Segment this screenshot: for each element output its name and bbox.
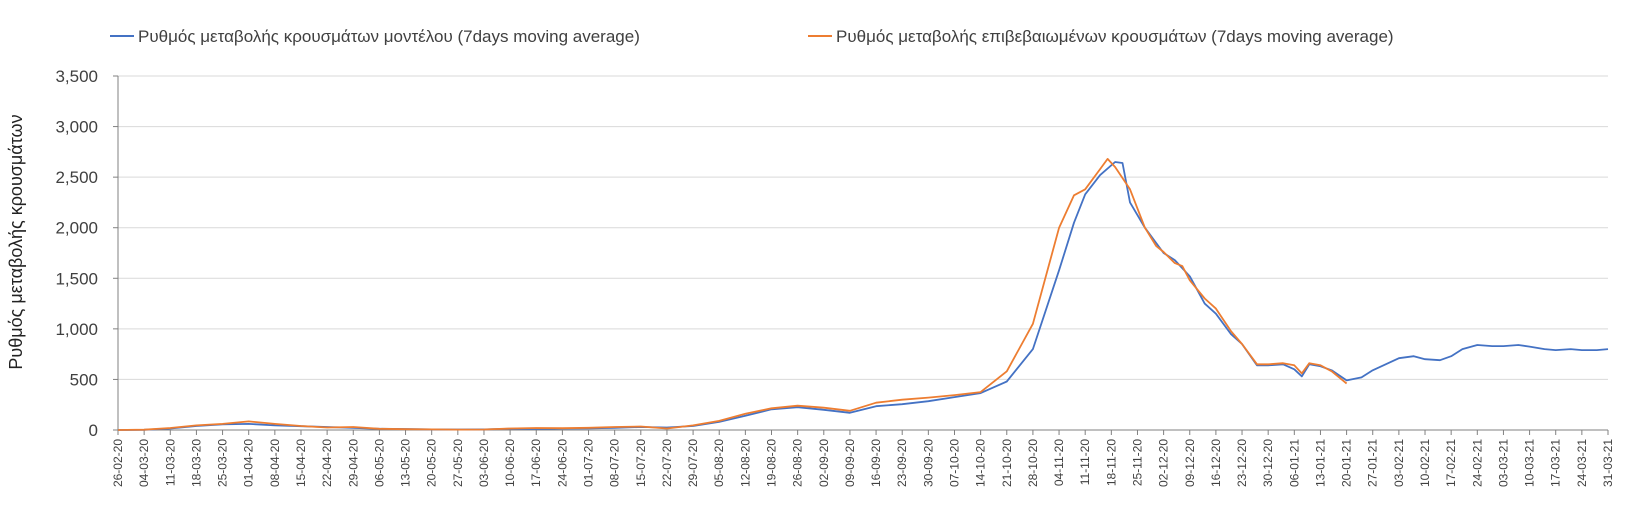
legend: Ρυθμός μεταβολής κρουσμάτων μοντέλου (7d… — [110, 27, 1394, 46]
y-tick-label: 3,000 — [55, 118, 98, 137]
x-tick-label: 02-09-20 — [817, 439, 831, 487]
x-tick-label: 29-04-20 — [346, 439, 360, 487]
x-tick-label: 10-03-21 — [1523, 439, 1537, 487]
x-tick-label: 26-08-20 — [791, 439, 805, 487]
x-tick-label: 16-09-20 — [869, 439, 883, 487]
x-tick-label: 20-01-21 — [1340, 439, 1354, 487]
x-tick-label: 20-05-20 — [425, 439, 439, 487]
x-tick-label: 01-07-20 — [582, 439, 596, 487]
x-tick-label: 06-05-20 — [372, 439, 386, 487]
x-tick-label: 27-05-20 — [451, 439, 465, 487]
x-tick-label: 27-01-21 — [1366, 439, 1380, 487]
x-tick-label: 09-09-20 — [843, 439, 857, 487]
x-tick-label: 17-03-21 — [1549, 439, 1563, 487]
x-tick-label: 22-04-20 — [320, 439, 334, 487]
x-tick-label: 23-12-20 — [1235, 439, 1249, 487]
x-tick-label: 03-03-21 — [1496, 439, 1510, 487]
x-tick-label: 03-02-21 — [1392, 439, 1406, 487]
x-tick-label: 18-03-20 — [189, 439, 203, 487]
series-lines — [117, 158, 1609, 431]
x-tick-label: 08-04-20 — [268, 439, 282, 487]
y-tick-label: 500 — [70, 370, 98, 389]
x-tick-label: 06-01-21 — [1287, 439, 1301, 487]
x-tick-label: 03-06-20 — [477, 439, 491, 487]
x-tick-label: 13-01-21 — [1313, 439, 1327, 487]
x-tick-label: 13-05-20 — [399, 439, 413, 487]
x-tick-label: 24-03-21 — [1575, 439, 1589, 487]
x-tick-label: 11-11-20 — [1078, 439, 1092, 486]
x-tick-label: 12-08-20 — [738, 439, 752, 487]
x-tick-label: 17-06-20 — [529, 439, 543, 487]
x-tick-label: 19-08-20 — [765, 439, 779, 487]
x-tick-label: 01-04-20 — [242, 439, 256, 487]
x-tick-label: 14-10-20 — [974, 439, 988, 487]
x-tick-label: 05-08-20 — [712, 439, 726, 487]
axes — [113, 75, 1609, 435]
x-tick-label: 23-09-20 — [895, 439, 909, 487]
x-tick-label: 15-04-20 — [294, 439, 308, 487]
x-tick-label: 02-12-20 — [1157, 439, 1171, 487]
x-tick-label: 30-12-20 — [1261, 439, 1275, 487]
x-tick-label: 21-10-20 — [1000, 439, 1014, 487]
x-tick-label: 10-06-20 — [503, 439, 517, 487]
series-line-2 — [117, 158, 1348, 431]
x-tick-label: 29-07-20 — [686, 439, 700, 487]
x-tick-labels: 26-02-20 04-03-20 11-03-20 18-03-20 25-03-20… — [111, 439, 1615, 487]
x-tick-label: 25-03-20 — [216, 439, 230, 487]
x-tick-label: 16-12-20 — [1209, 439, 1223, 487]
y-tick-label: 2,000 — [55, 219, 98, 238]
x-tick-label: 24-06-20 — [555, 439, 569, 487]
y-tick-label: 1,000 — [55, 320, 98, 339]
x-tick-label: 22-07-20 — [660, 439, 674, 487]
x-tick-label: 15-07-20 — [634, 439, 648, 487]
y-tick-label: 0 — [89, 421, 98, 440]
x-tick-label: 18-11-20 — [1104, 439, 1118, 486]
x-tick-label: 11-03-20 — [163, 439, 177, 486]
series-line-1 — [117, 161, 1609, 431]
x-tick-label: 07-10-20 — [947, 439, 961, 487]
legend-label: Ρυθμός μεταβολής κρουσμάτων μοντέλου (7d… — [138, 27, 640, 46]
x-tick-label: 04-11-20 — [1052, 439, 1066, 486]
x-tick-label: 31-03-21 — [1601, 439, 1615, 487]
x-tick-label: 30-09-20 — [921, 439, 935, 487]
y-tick-label: 2,500 — [55, 168, 98, 187]
x-tick-label: 08-07-20 — [608, 439, 622, 487]
x-tick-label: 25-11-20 — [1130, 439, 1144, 486]
x-tick-label: 26-02-20 — [111, 439, 125, 487]
x-tick-label: 24-02-21 — [1470, 439, 1484, 487]
x-tick-label: 09-12-20 — [1183, 439, 1197, 487]
y-tick-label: 1,500 — [55, 269, 98, 288]
gridlines — [118, 75, 1608, 380]
x-tick-label: 04-03-20 — [137, 439, 151, 487]
x-tick-label: 17-02-21 — [1444, 439, 1458, 487]
y-tick-label: 3,500 — [55, 67, 98, 86]
y-axis-label: Ρυθμός μεταβολής κρουσμάτων — [6, 114, 26, 369]
legend-label: Ρυθμός μεταβολής επιβεβαιωμένων κρουσμάτ… — [836, 27, 1394, 46]
y-tick-labels: 0 500 1,000 1,500 2,000 2,500 3,000 3,500 — [55, 67, 98, 440]
x-tick-label: 28-10-20 — [1026, 439, 1040, 487]
x-tick-label: 10-02-21 — [1418, 439, 1432, 487]
